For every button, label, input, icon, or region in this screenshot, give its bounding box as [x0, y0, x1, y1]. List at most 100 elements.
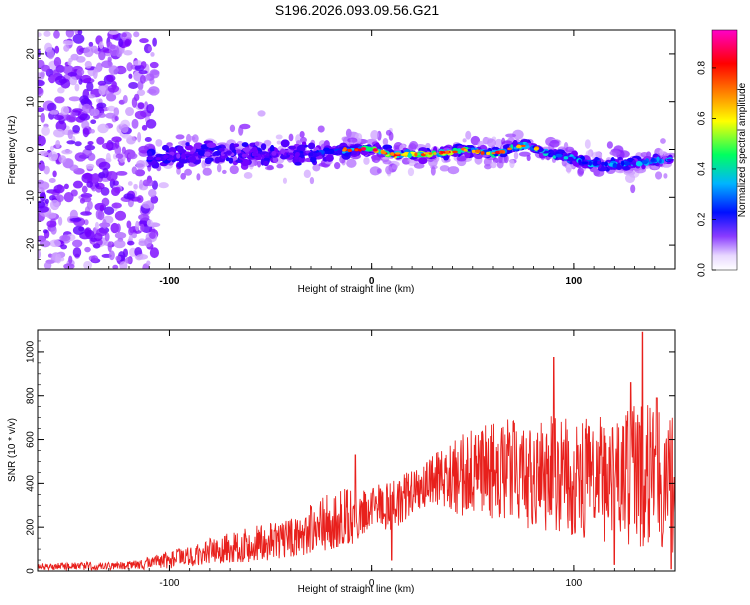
colorbar-tick-label: 0.6 [697, 111, 708, 125]
spectrogram-y-tick-label: 10 [26, 96, 37, 108]
spectrogram-cell [193, 142, 203, 150]
spectrogram-cell [121, 133, 132, 139]
spectrogram-cell [288, 133, 294, 142]
spectrogram-cell [474, 149, 481, 153]
spectrogram-cell [317, 125, 325, 133]
spectrogram-cell [84, 144, 96, 151]
spectrogram-cell [90, 255, 99, 263]
spectrogram-cell [54, 75, 67, 86]
spectrogram-cell [133, 60, 143, 66]
spectrogram-cell [374, 142, 380, 148]
snr-series-line [38, 331, 675, 571]
spectrogram-cell [116, 223, 121, 233]
spectrogram-cell [139, 38, 149, 44]
spectrogram-cell [105, 157, 112, 163]
spectrogram-cell [494, 138, 503, 148]
spectrogram-cell [111, 202, 122, 209]
spectrogram-cell [114, 210, 127, 221]
spectrogram-cell [310, 156, 317, 163]
spectrogram-cell [360, 146, 367, 151]
spectrogram-cell [491, 152, 496, 155]
spectrogram-cell [452, 150, 458, 154]
spectrogram-cell [106, 170, 118, 182]
spectrogram-cell [358, 148, 362, 152]
spectrogram-cell [96, 136, 105, 145]
spectrogram-cell [666, 158, 674, 162]
spectrogram-cell [46, 220, 57, 228]
snr-x-tick-label: 100 [566, 578, 583, 589]
spectrogram-cell [38, 107, 45, 113]
spectrogram-cell [107, 241, 112, 253]
spectrogram-cell [491, 146, 500, 151]
spectrogram-cell [203, 151, 211, 157]
spectrogram-cell [101, 197, 110, 207]
spectrogram-cell [266, 152, 270, 157]
spectrogram-cell [628, 162, 637, 165]
spectrogram-cell [440, 151, 446, 154]
spectrogram-cell [276, 163, 284, 169]
spectrogram-cell [334, 162, 341, 170]
spectrogram-cell [370, 130, 379, 140]
spectrogram-cell [69, 76, 78, 86]
spectrogram-cell [102, 218, 107, 230]
spectrogram-cell [610, 160, 617, 164]
spectrogram-cell [480, 151, 485, 155]
spectrogram-cell [72, 124, 80, 134]
spectrogram-cell [98, 41, 104, 50]
spectrogram-cell [524, 142, 529, 146]
spectrogram-cell [124, 257, 132, 264]
spectrogram-cell [214, 156, 221, 164]
spectrogram-cell [53, 30, 60, 39]
spectrogram-cell [433, 152, 437, 155]
spectrogram-cell [42, 229, 48, 234]
spectrogram-cell [620, 160, 625, 167]
spectrogram-cell [145, 119, 157, 129]
spectrogram-cell [72, 108, 83, 113]
spectrogram-cell [76, 45, 84, 55]
spectrogram-cell [280, 148, 286, 154]
spectrogram-cell [516, 144, 522, 149]
spectrogram-cell [146, 260, 151, 266]
spectrogram-cell [137, 102, 145, 110]
spectrogram-y-tick-label: 0 [26, 146, 37, 152]
spectrogram-cell [191, 134, 199, 143]
spectrogram-cell [89, 108, 100, 117]
spectrogram-cell [251, 146, 258, 153]
spectrogram-cell [115, 255, 122, 262]
spectrogram-cell [158, 182, 169, 189]
spectrogram-cell [252, 152, 259, 157]
spectrogram-cell [300, 136, 307, 144]
spectrogram-cell [518, 151, 531, 157]
spectrogram-cell [301, 141, 307, 146]
spectrogram-cell [60, 105, 70, 116]
spectrogram-cell [146, 219, 153, 227]
spectrogram-cell [74, 83, 80, 92]
spectrogram-cell [149, 61, 159, 69]
spectrogram-cell [114, 186, 121, 194]
spectrogram-cell [83, 261, 92, 269]
spectrogram-cell [39, 192, 46, 202]
spectrogram-cell [81, 185, 88, 194]
spectrogram-cell [72, 247, 82, 258]
spectrogram-cell [76, 68, 85, 76]
spectrogram-cell [101, 60, 113, 69]
spectrogram-cell [403, 159, 410, 164]
spectrogram-cell [394, 152, 401, 155]
spectrogram-cell [414, 152, 418, 157]
snr-y-tick-label: 200 [26, 518, 37, 535]
spectrogram-cell [382, 159, 392, 165]
spectrogram-cell [80, 193, 93, 199]
spectrogram-cell [141, 201, 153, 209]
spectrogram-cell [150, 52, 155, 57]
spectrogram-cell [63, 191, 74, 203]
spectrogram-cell [98, 50, 106, 61]
spectrogram-cell [114, 115, 119, 122]
spectrogram-cell [578, 159, 582, 164]
spectrogram-cell [552, 155, 557, 159]
spectrogram-cell [88, 41, 94, 47]
spectrogram-cell [372, 156, 381, 164]
spectrogram-cell [235, 149, 242, 154]
spectrogram-cell [139, 223, 145, 232]
